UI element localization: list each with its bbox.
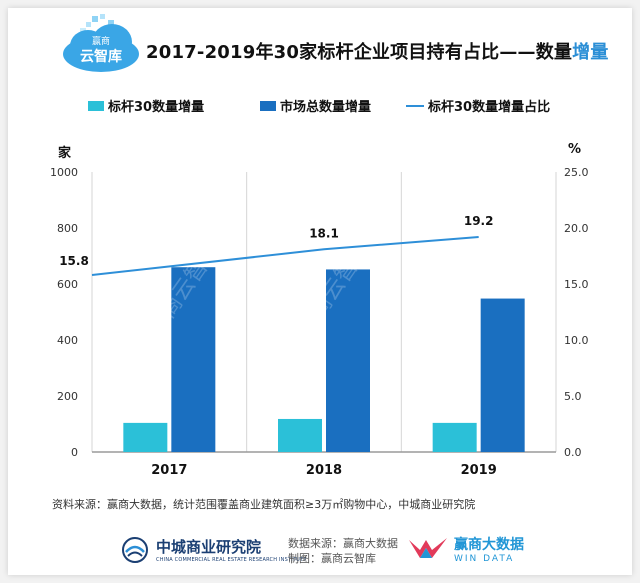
legend-label-line: 标杆30数量增量占比 [428, 100, 551, 115]
legend-swatch-line [406, 104, 424, 107]
title-main: 2017-2019年30家标杆企业项目持有占比——数量 [146, 42, 573, 63]
chart-title: 2017-2019年30家标杆企业项目持有占比——数量增量 [146, 38, 609, 64]
left-axis-unit: 家 [58, 146, 72, 161]
line-series: 15.8 18.1 19.2 [59, 214, 494, 277]
legend-label-bar1: 标杆30数量增量 [108, 100, 205, 115]
left-axis-tick-label: 400 [57, 334, 78, 347]
line-data-label: 18.1 [309, 226, 339, 240]
x-axis-tick-label: 2017 [151, 463, 187, 478]
line-data-label: 19.2 [464, 214, 494, 228]
legend: 标杆30数量增量 市场总数量增量 标杆30数量增量占比 [8, 96, 632, 120]
right-axis-tick-label: 5.0 [564, 390, 582, 403]
right-axis-tick-label: 0.0 [564, 446, 582, 459]
right-axis-ticks: 0.0 5.0 10.0 15.0 20.0 25.0 [564, 166, 589, 459]
bar-benchmark30-2018 [278, 418, 322, 452]
title-highlight: 增量 [572, 42, 609, 63]
bar-market-total-2018 [326, 269, 370, 452]
brand-block: 赢商大数据 WIN DATA [408, 534, 524, 564]
right-axis-unit: % [568, 142, 582, 157]
legend-item-bar1: 标杆30数量增量 [88, 96, 204, 115]
left-axis-tick-label: 800 [57, 222, 78, 235]
bar-market-total-2017 [171, 267, 216, 452]
left-axis-ticks: 0 200 400 600 800 1000 [50, 166, 78, 459]
org-block: 中城商业研究院 CHINA COMMERCIAL REAL ESTATE RES… [120, 536, 307, 563]
footer-source-line1: 数据来源：赢商大数据 [288, 537, 398, 550]
x-axis-ticks: 2017 2018 2019 [151, 463, 497, 478]
legend-item-line: 标杆30数量增量占比 [406, 96, 550, 115]
cloud-logo-icon: 赢商 云智库 [63, 14, 139, 72]
left-axis-tick-label: 1000 [50, 166, 78, 179]
legend-item-bar2: 市场总数量增量 [260, 96, 371, 115]
bars [123, 267, 525, 452]
bar-market-total-2019 [480, 298, 525, 452]
legend-swatch-bar2 [260, 100, 276, 111]
grid-lines [91, 172, 557, 453]
legend-label-bar2: 市场总数量增量 [280, 100, 372, 115]
bar-benchmark30-2019 [432, 422, 477, 452]
header: 赢商 云智库 2017-2019年30家标杆企业项目持有占比——数量增量 [8, 8, 632, 88]
org-subtitle: CHINA COMMERCIAL REAL ESTATE RESEARCH IN… [156, 557, 307, 563]
logo-top-text: 赢商 [92, 35, 110, 47]
x-axis-tick-label: 2018 [306, 463, 342, 478]
legend-swatch-bar1 [88, 100, 104, 111]
right-axis-tick-label: 20.0 [564, 222, 589, 235]
right-axis-tick-label: 15.0 [564, 278, 589, 291]
brand-subtitle: WIN DATA [454, 554, 515, 564]
left-axis-tick-label: 600 [57, 278, 78, 291]
footer: 中城商业研究院 CHINA COMMERCIAL REAL ESTATE RES… [8, 526, 632, 574]
org-logo-icon [122, 536, 148, 563]
footer-source: 数据来源：赢商大数据 制图：赢商云智库 [288, 536, 398, 566]
chart-card: 赢商 云智库 2017-2019年30家标杆企业项目持有占比——数量增量 标杆3… [8, 8, 632, 575]
org-name: 中城商业研究院 [156, 538, 262, 556]
footer-source-line2: 制图：赢商云智库 [288, 552, 376, 565]
left-axis-tick-label: 200 [57, 390, 78, 403]
left-axis-tick-label: 0 [71, 446, 78, 459]
bar-benchmark30-2017 [123, 422, 168, 452]
source-note: 资料来源：赢商大数据，统计范围覆盖商业建筑面积≥3万㎡购物中心，中城商业研究院 [52, 498, 476, 511]
logo-bottom-text: 云智库 [80, 48, 122, 65]
right-axis-tick-label: 10.0 [564, 334, 589, 347]
brand-name: 赢商大数据 [454, 537, 524, 553]
line-benchmark30-share [91, 235, 479, 277]
right-axis-tick-label: 25.0 [564, 166, 589, 179]
line-data-label: 15.8 [59, 254, 89, 268]
x-axis-tick-label: 2019 [461, 463, 497, 478]
windata-logo-icon [409, 538, 447, 558]
